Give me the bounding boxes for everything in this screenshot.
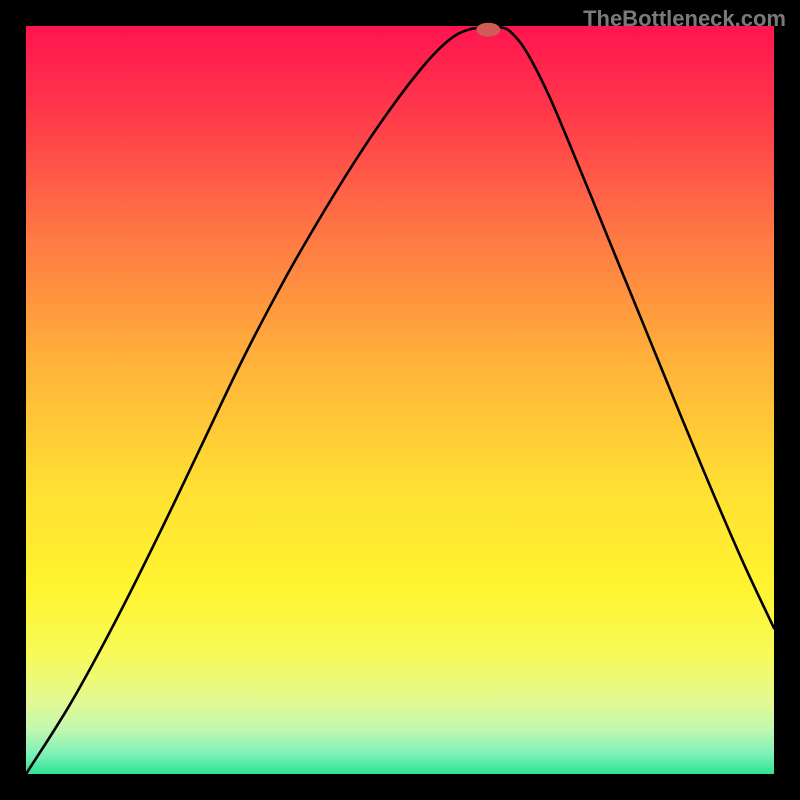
watermark-text: TheBottleneck.com	[583, 6, 786, 32]
bottleneck-chart	[0, 0, 800, 800]
chart-stage: { "canvas": { "width": 800, "height": 80…	[0, 0, 800, 800]
gradient-background	[26, 26, 774, 774]
optimal-marker	[476, 23, 500, 37]
